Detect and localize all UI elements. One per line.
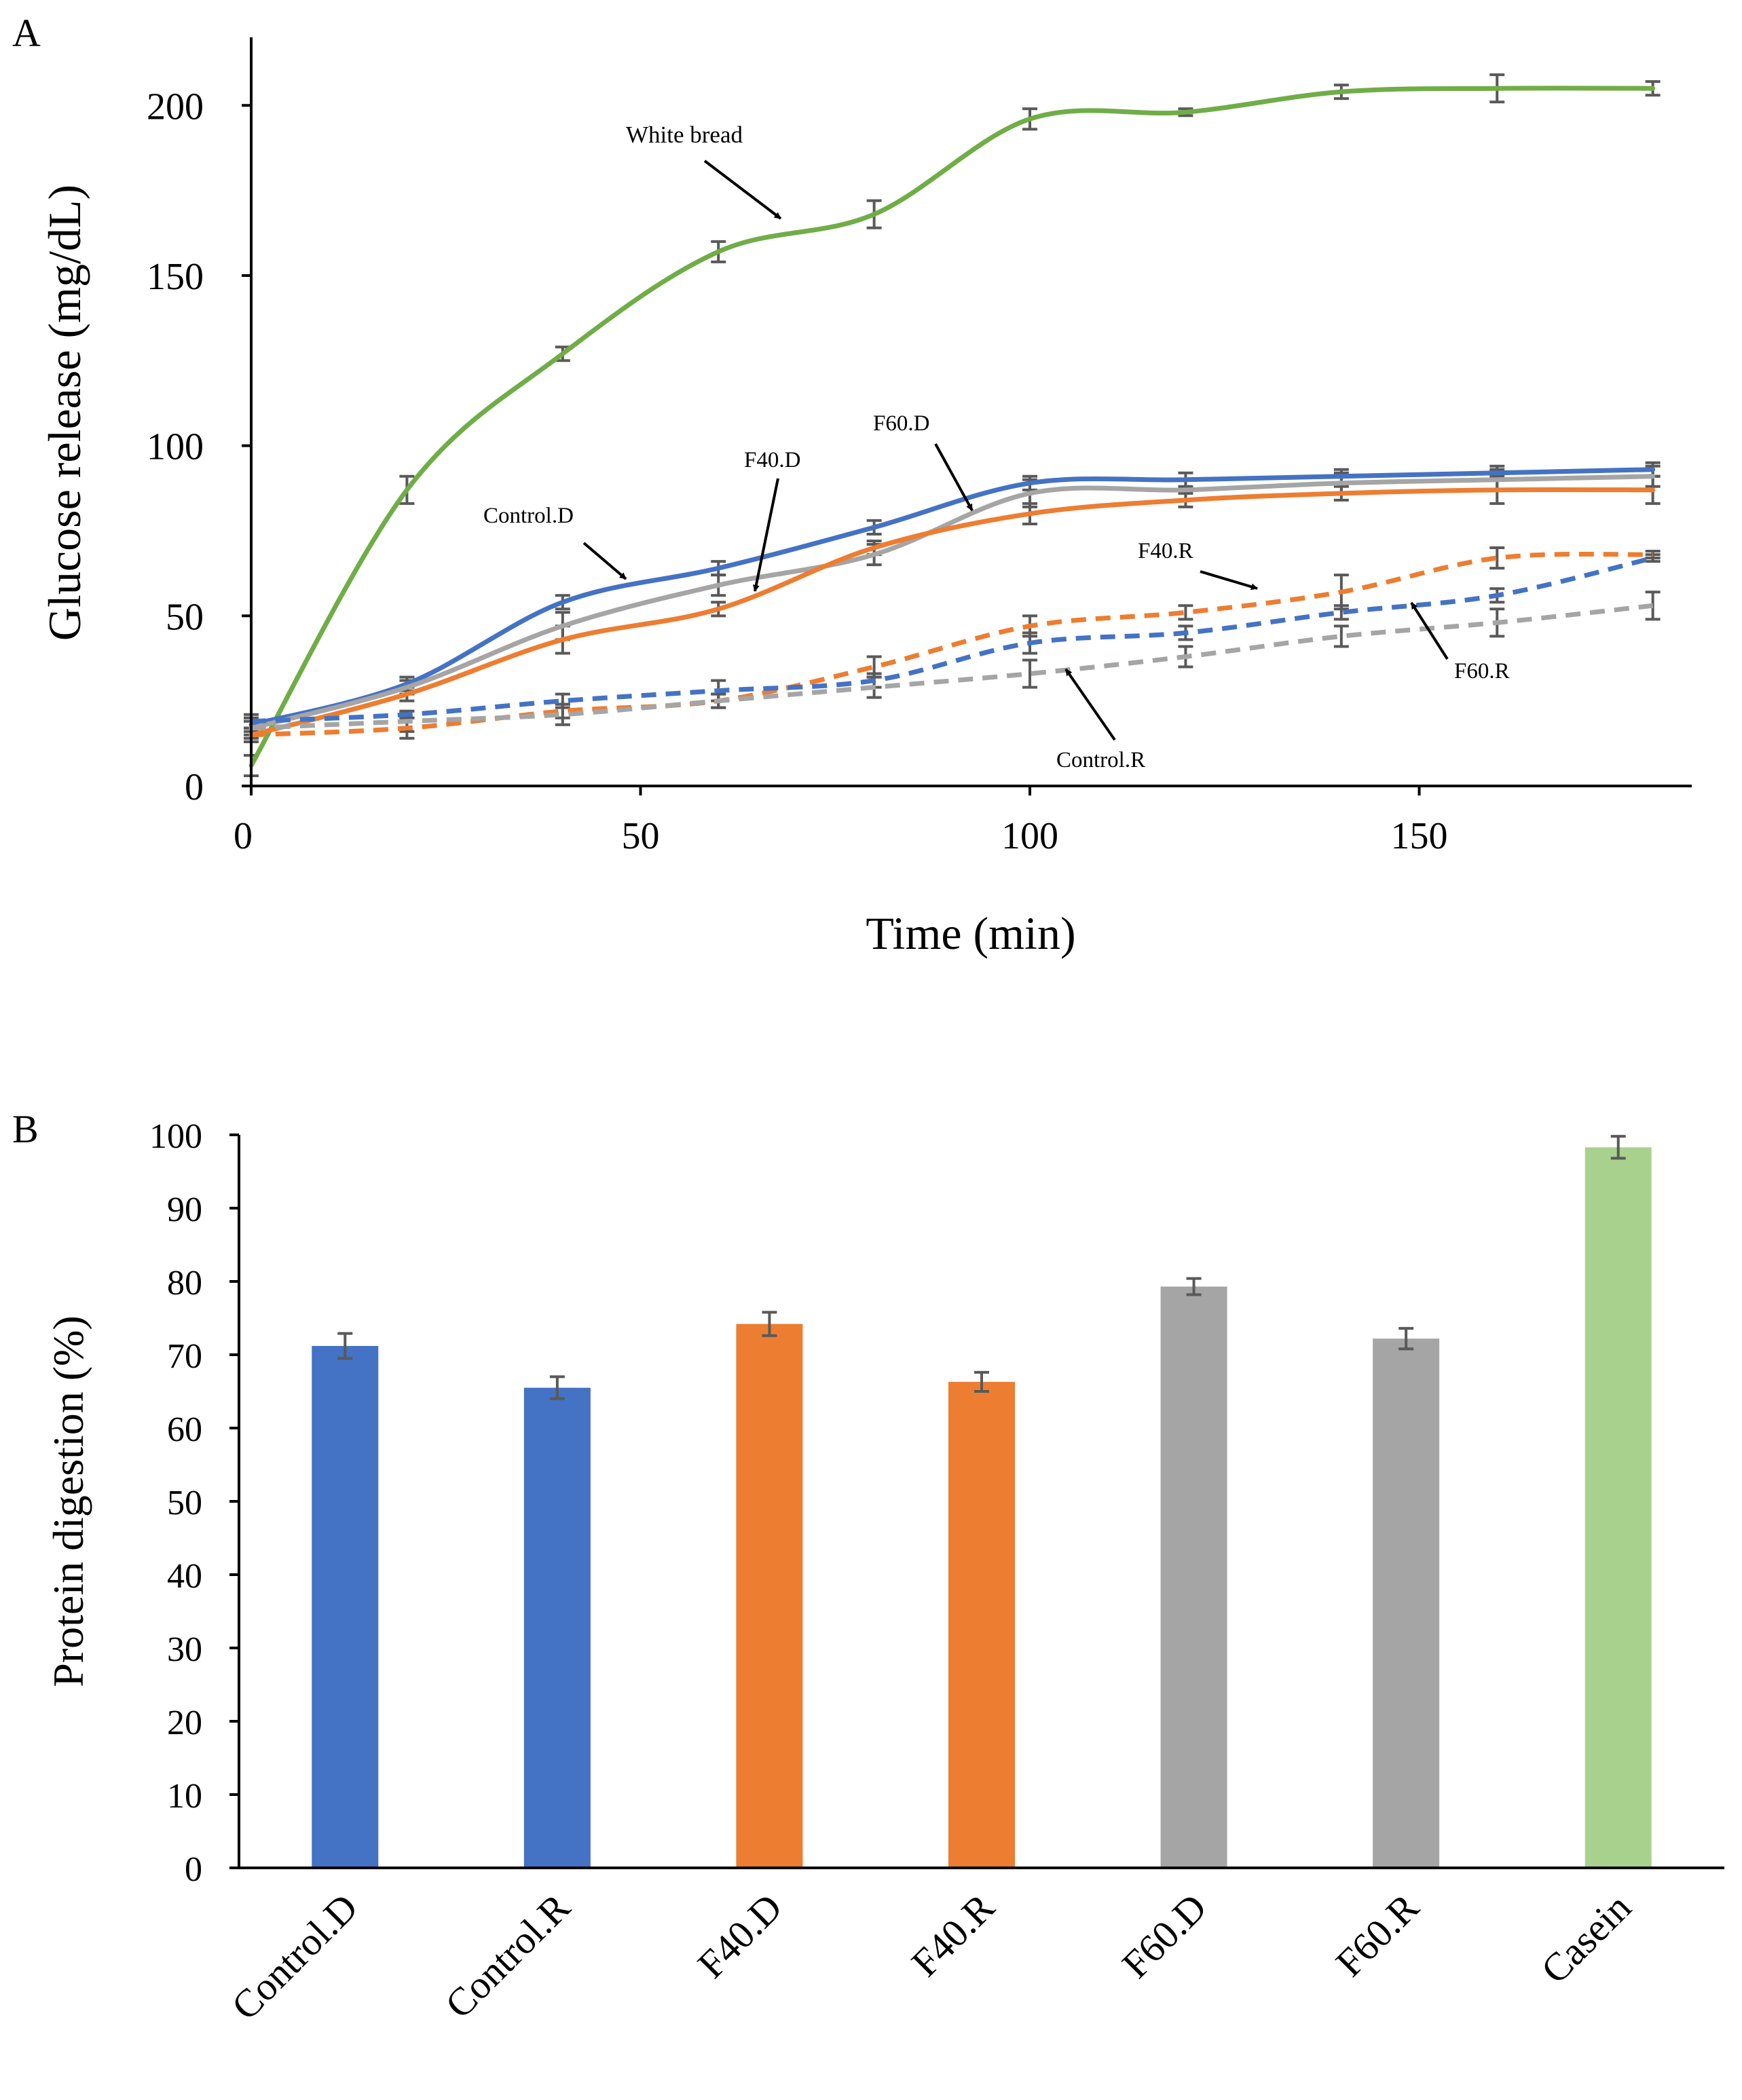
x-tick-label-a: 50 <box>622 815 660 857</box>
error-bar-casein <box>1610 1135 1626 1160</box>
series-line-f60-d <box>248 467 1656 728</box>
category-label-f40-d: F40.D <box>689 1885 791 1987</box>
error-bar-f60-r <box>1398 1327 1414 1351</box>
series-line-f40-r <box>251 551 1653 738</box>
series-line-f40-d <box>248 487 1656 738</box>
annotation-white-bread: White bread <box>626 121 743 148</box>
y-tick-label-a: 0 <box>185 766 204 808</box>
category-label-casein: Casein <box>1532 1885 1639 1992</box>
error-bar-control-r <box>549 1375 565 1400</box>
x-axis-title-a: Time (min) <box>866 907 1075 959</box>
bar-f60-d <box>1160 1286 1227 1868</box>
category-labels-b: Control.D Control.R F40.D F40.R F60.D F60.R Ca… <box>223 1885 1639 2028</box>
y-tick-label-a: 100 <box>147 426 204 468</box>
panel-label-b: B <box>12 1107 39 1151</box>
y-tick-label-b: 50 <box>167 1484 202 1522</box>
series-line-white-bread <box>248 86 1656 768</box>
error-bar-f60-r <box>1333 604 1349 621</box>
annotation-control-d: Control.D <box>483 504 574 528</box>
y-tick-label-a: 150 <box>147 256 204 298</box>
error-bar-control-d <box>337 1332 353 1360</box>
y-tick-label-b: 20 <box>167 1704 202 1742</box>
category-label-f40-r: F40.R <box>903 1885 1003 1985</box>
bar-casein <box>1585 1147 1652 1868</box>
annotation-f40-r: F40.R <box>1138 539 1193 563</box>
series-lines-a <box>248 86 1656 768</box>
annotation-f40-d: F40.D <box>744 448 800 472</box>
annotation-f60-r: F60.R <box>1454 659 1510 683</box>
annotation-control-r: Control.R <box>1056 748 1145 772</box>
y-axis-ticks-a <box>242 104 1421 795</box>
annotation-arrow-f60-d <box>934 443 974 511</box>
error-bar-f40-r <box>1489 546 1505 570</box>
bar-f60-r <box>1373 1338 1440 1868</box>
bar-control-d <box>312 1346 379 1868</box>
annotation-arrow-control-r <box>1064 668 1116 741</box>
category-label-control-r: Control.R <box>437 1885 578 2027</box>
tick-labels-b: 0 10 20 30 40 50 60 70 80 90 100 <box>149 1117 202 1889</box>
error-bar-control-r <box>1022 658 1038 689</box>
tick-labels-a: 0 50 100 150 200 0 50 100 150 <box>147 86 1448 857</box>
annotation-arrow-f40-r <box>1200 570 1258 590</box>
bar-f40-r <box>948 1381 1015 1868</box>
y-tick-label-b: 100 <box>149 1117 202 1156</box>
series-line-control-r <box>251 603 1654 731</box>
y-tick-label-a: 50 <box>166 596 204 638</box>
y-tick-label-b: 60 <box>167 1410 202 1449</box>
annotation-arrow-f40-d <box>752 478 779 592</box>
x-tick-label-a: 100 <box>1001 815 1058 857</box>
line-chart-glucose: A 0 50 100 150 200 0 50 100 150 Time (min) Gluco… <box>12 11 1692 959</box>
annotation-arrow-f60-r <box>1410 601 1449 660</box>
error-bar-f40-r <box>1178 604 1193 621</box>
series-line-control-d <box>248 474 1656 731</box>
bars-b <box>312 1147 1652 1868</box>
y-tick-label-b: 70 <box>167 1337 202 1376</box>
y-tick-label-b: 40 <box>167 1557 202 1596</box>
series-line-f60-r <box>251 555 1654 724</box>
y-axis-ticks-b <box>229 1133 239 1869</box>
category-label-control-d: Control.D <box>223 1885 366 2028</box>
y-tick-label-b: 30 <box>167 1630 202 1669</box>
y-tick-label-a: 200 <box>147 86 204 128</box>
category-label-f60-d: F60.D <box>1113 1885 1215 1987</box>
annotation-f60-d: F60.D <box>873 411 929 436</box>
annotations-a: White bread Control.D F40.D F60.D F40.R … <box>483 121 1510 772</box>
error-bar-f40-d <box>762 1311 777 1337</box>
y-tick-label-b: 80 <box>167 1264 202 1302</box>
x-tick-label-a: 150 <box>1391 815 1448 857</box>
error-bars-b <box>337 1135 1626 1400</box>
x-tick-label-a: 0 <box>234 815 253 857</box>
category-label-f60-r: F60.R <box>1327 1885 1428 1985</box>
error-bar-f40-r <box>974 1370 989 1393</box>
y-tick-label-b: 0 <box>185 1850 202 1889</box>
y-axis-title-b: Protein digestion (%) <box>44 1315 92 1687</box>
annotation-arrow-white-bread <box>703 160 782 220</box>
y-tick-label-b: 10 <box>167 1777 202 1816</box>
bar-control-r <box>523 1387 591 1868</box>
y-tick-label-b: 90 <box>167 1190 202 1229</box>
bar-f40-d <box>736 1324 803 1868</box>
y-axis-title-a: Glucose release (mg/dL) <box>39 185 90 641</box>
error-bar-f60-d <box>1186 1277 1202 1296</box>
annotation-arrow-control-d <box>582 542 627 580</box>
error-bar-control-r <box>555 702 570 726</box>
panel-label-a: A <box>12 11 41 55</box>
error-bar-control-r <box>1333 624 1349 648</box>
